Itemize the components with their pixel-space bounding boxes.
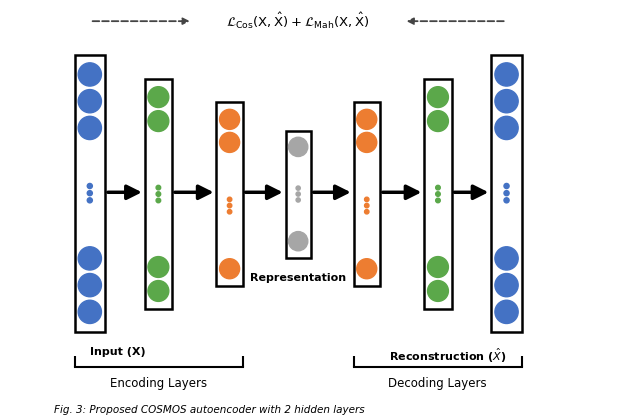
Circle shape	[220, 259, 240, 279]
Circle shape	[504, 184, 509, 189]
Circle shape	[296, 186, 300, 190]
Circle shape	[148, 281, 169, 302]
Circle shape	[296, 198, 300, 202]
Circle shape	[364, 197, 369, 202]
Circle shape	[428, 281, 448, 302]
Circle shape	[156, 198, 161, 203]
Circle shape	[504, 191, 509, 196]
Circle shape	[428, 110, 448, 131]
Circle shape	[227, 210, 232, 214]
Bar	[75, 55, 105, 332]
Bar	[425, 79, 452, 309]
Circle shape	[227, 203, 232, 208]
Circle shape	[364, 210, 369, 214]
Circle shape	[78, 247, 102, 270]
Text: Reconstruction ($\hat{X}$): Reconstruction ($\hat{X}$)	[389, 347, 507, 365]
Text: Input (X): Input (X)	[90, 347, 146, 357]
Circle shape	[357, 109, 377, 129]
Text: Encoding Layers: Encoding Layers	[110, 377, 207, 390]
Circle shape	[495, 300, 518, 323]
Circle shape	[495, 247, 518, 270]
Circle shape	[220, 132, 240, 152]
Text: Decoding Layers: Decoding Layers	[388, 377, 487, 390]
Circle shape	[220, 109, 240, 129]
Circle shape	[364, 203, 369, 208]
Circle shape	[357, 259, 377, 279]
Circle shape	[288, 137, 308, 157]
Circle shape	[78, 273, 102, 297]
Circle shape	[87, 184, 92, 189]
Text: Fig. 3: Proposed COSMOS autoencoder with 2 hidden layers: Fig. 3: Proposed COSMOS autoencoder with…	[55, 405, 365, 415]
Circle shape	[87, 198, 92, 203]
Circle shape	[495, 273, 518, 297]
Circle shape	[78, 300, 102, 323]
Circle shape	[78, 116, 102, 139]
Circle shape	[296, 192, 300, 196]
Circle shape	[495, 116, 518, 139]
Circle shape	[436, 198, 440, 203]
Bar	[491, 55, 522, 332]
Circle shape	[156, 185, 161, 190]
Circle shape	[156, 192, 161, 196]
Circle shape	[495, 63, 518, 86]
Circle shape	[428, 87, 448, 108]
Text: $\mathcal{L}_{\mathrm{Cos}}(\mathrm{X},\hat{\mathrm{X}}) + \mathcal{L}_{\mathrm{: $\mathcal{L}_{\mathrm{Cos}}(\mathrm{X},\…	[227, 11, 370, 32]
Circle shape	[87, 191, 92, 196]
Circle shape	[357, 132, 377, 152]
Circle shape	[436, 192, 440, 196]
Text: Representation: Representation	[250, 273, 346, 283]
Circle shape	[495, 89, 518, 113]
Circle shape	[148, 87, 169, 108]
Circle shape	[504, 198, 509, 203]
Circle shape	[227, 197, 232, 202]
Circle shape	[148, 257, 169, 278]
Circle shape	[78, 63, 102, 86]
Bar	[354, 102, 380, 286]
Bar	[286, 131, 311, 257]
Circle shape	[428, 257, 448, 278]
Circle shape	[148, 110, 169, 131]
Bar	[217, 102, 243, 286]
Circle shape	[436, 185, 440, 190]
Bar	[144, 79, 172, 309]
Circle shape	[78, 89, 102, 113]
Circle shape	[288, 231, 308, 251]
